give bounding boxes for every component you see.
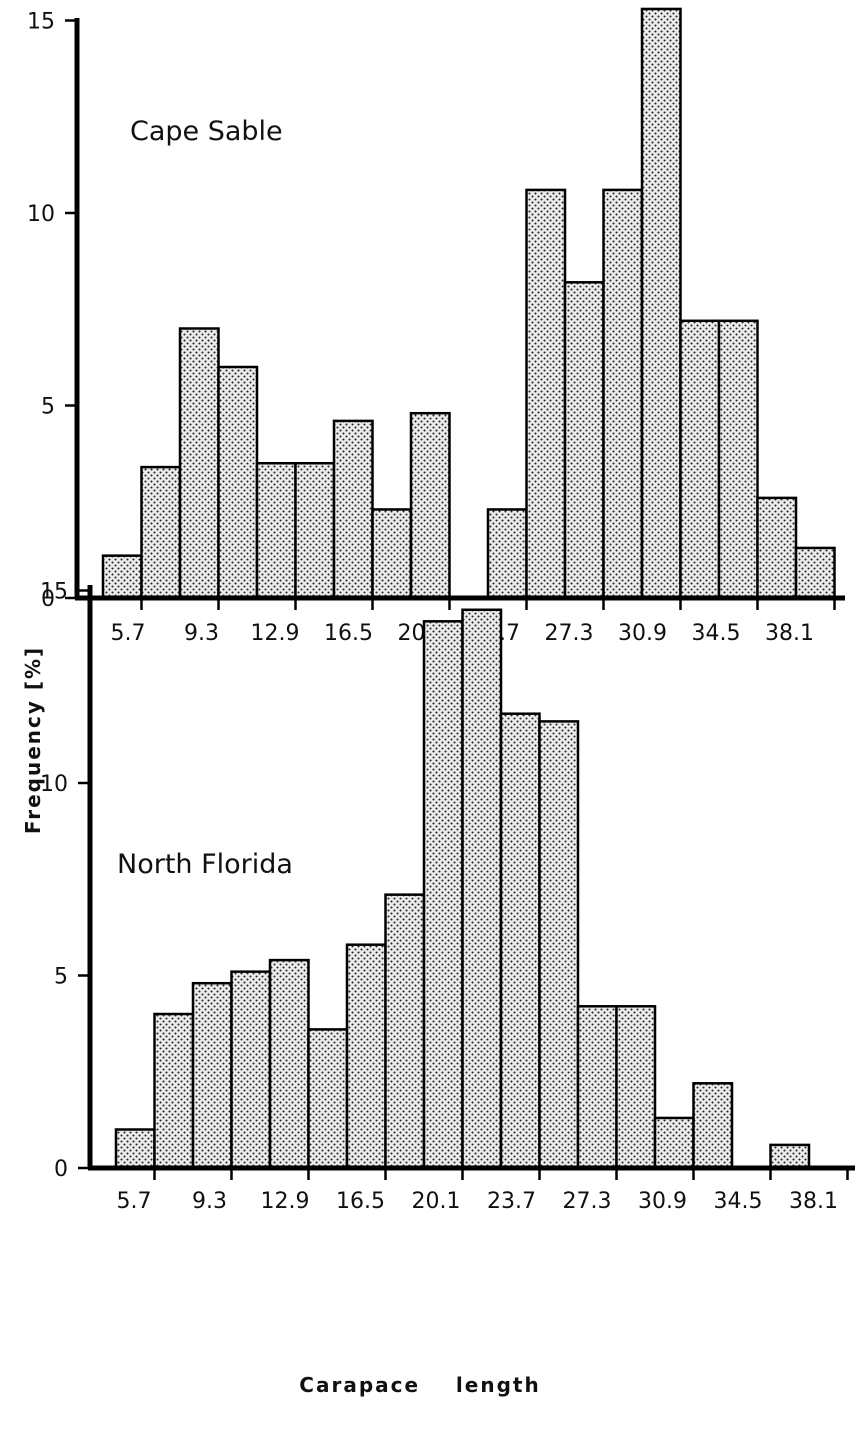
y-tick-label: 10 (27, 202, 55, 227)
histogram-bar (602, 188, 644, 600)
x-tick-label: 34.5 (714, 1189, 763, 1214)
histogram-bar (178, 327, 220, 600)
histogram-bar (153, 1012, 195, 1170)
x-tick-label: 30.9 (618, 621, 667, 646)
histogram-bar (140, 465, 182, 600)
histogram-bar (191, 981, 233, 1170)
y-tick-label: 5 (41, 395, 55, 420)
histogram-bar (538, 720, 580, 1170)
y-tick-label: 5 (54, 965, 68, 990)
histogram-bar (255, 462, 297, 600)
y-tick-label: 0 (41, 587, 55, 612)
y-tick-label: 15 (40, 580, 68, 605)
y-tick-label: 0 (54, 1157, 68, 1182)
x-tick-label: 27.3 (545, 621, 594, 646)
x-tick-label: 9.3 (184, 621, 219, 646)
histogram-bar (717, 319, 759, 600)
y-tick-label: 10 (40, 772, 68, 797)
histogram-bar (769, 1143, 811, 1170)
histogram-bar (461, 608, 503, 1170)
histogram-bar (114, 1128, 156, 1170)
histogram-bar (756, 496, 798, 600)
histogram-bar (384, 893, 426, 1170)
histogram-bar (101, 554, 143, 600)
histogram-bar (230, 970, 272, 1170)
cape-sable-label: Cape Sable (130, 116, 283, 147)
histogram-bar (525, 188, 567, 600)
histogram-bar (268, 958, 310, 1170)
histogram-bar (422, 620, 464, 1170)
histogram-bar (653, 1116, 695, 1170)
histogram-bar (371, 508, 413, 600)
x-tick-label: 34.5 (692, 621, 741, 646)
y-axis-title: Frequency [%] (21, 646, 45, 834)
x-tick-label: 5.7 (111, 621, 146, 646)
histogram-bar (332, 419, 374, 600)
histogram-bar (615, 1005, 657, 1170)
y-tick-label: 15 (27, 10, 55, 35)
histogram-bar (692, 1082, 734, 1170)
histogram-bar (409, 411, 451, 600)
histogram-bar (345, 943, 387, 1170)
x-axis-title: Carapace length (299, 1373, 540, 1397)
north-florida-panel: 0 5 10 15 5.7 9.3 12.9 16.5 20.1 23.7 27.3 30.9 34.5… (40, 580, 855, 1214)
x-tick-label: 12.9 (251, 621, 300, 646)
histogram-bar (679, 319, 721, 600)
histogram-bar (563, 281, 605, 600)
north-florida-label: North Florida (117, 849, 293, 880)
x-tick-label: 16.5 (336, 1189, 385, 1214)
x-tick-label: 12.9 (261, 1189, 310, 1214)
histogram-bar (217, 365, 259, 600)
histogram-bar (576, 1005, 618, 1170)
x-tick-label: 27.3 (563, 1189, 612, 1214)
histogram-bar (486, 508, 528, 600)
histogram-bar (307, 1028, 349, 1170)
cape-sable-panel: 0510155.79.312.916.520.123.727.330.934.5… (27, 7, 845, 646)
histogram-bar (499, 712, 541, 1170)
x-tick-label: 38.1 (765, 621, 814, 646)
histogram-bar (640, 7, 682, 600)
x-tick-label: 5.7 (117, 1189, 152, 1214)
x-tick-label: 16.5 (324, 621, 373, 646)
x-tick-label: 9.3 (192, 1189, 227, 1214)
x-tick-label: 30.9 (638, 1189, 687, 1214)
x-tick-label: 20.1 (412, 1189, 461, 1214)
x-tick-label: 23.7 (487, 1189, 536, 1214)
histogram-bar (294, 462, 336, 600)
histogram-bar (794, 546, 836, 600)
x-tick-label: 38.1 (789, 1189, 838, 1214)
